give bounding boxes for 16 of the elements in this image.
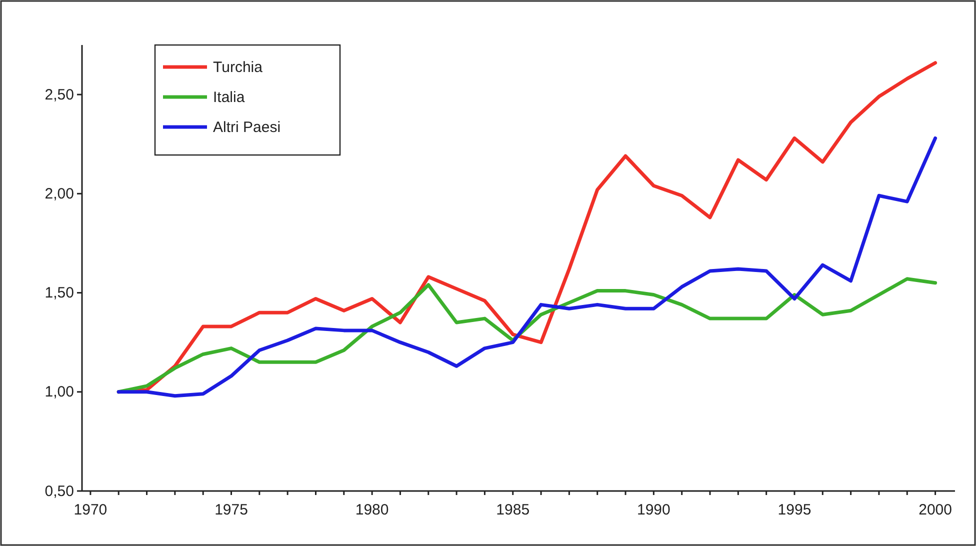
x-tick-label: 1975 [214,502,248,518]
x-tick-label: 1990 [636,502,670,518]
x-tick-label: 2000 [918,502,952,518]
legend-label: Altri Paesi [213,119,281,136]
line-series [116,136,938,398]
x-tick-label: 1970 [74,502,108,518]
x-tick-label: 1985 [496,502,530,518]
y-tick-label: 0,50 [44,482,74,500]
y-tick-label: 1,50 [44,284,74,302]
y-tick-label: 1,00 [44,384,74,401]
x-tick-label: 1980 [355,502,389,518]
legend-label: Turchia [213,59,264,76]
y-tick-label: 2,50 [44,86,74,104]
x-tick-label: 1995 [778,502,812,518]
y-tick-label: 2,00 [44,185,74,202]
legend-label: Italia [213,89,246,106]
